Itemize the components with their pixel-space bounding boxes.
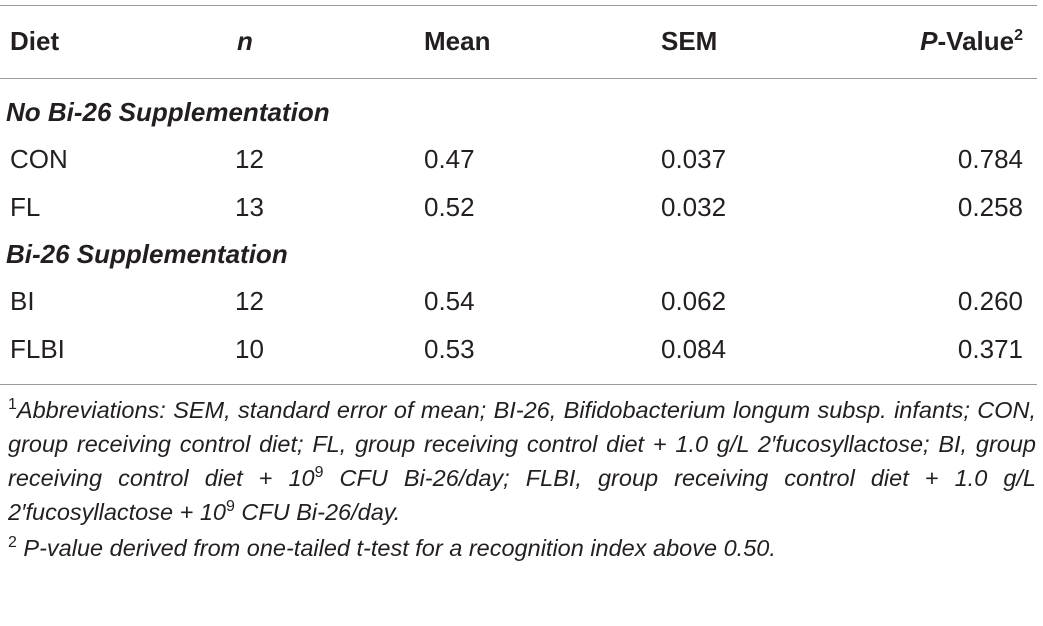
- table-header-rule: [0, 78, 1037, 79]
- table-header-row: Diet n Mean SEM P-Value2: [0, 21, 1037, 61]
- table-row: FL 13 0.52 0.032 0.258: [0, 187, 1037, 227]
- cell-mean: 0.53: [424, 334, 475, 364]
- header-sem: SEM: [661, 26, 718, 56]
- cell-mean: 0.52: [424, 192, 475, 222]
- header-p-italic: P: [920, 26, 938, 56]
- cell-p-value: 0.258: [957, 192, 1023, 222]
- header-p-value: P-Value2: [920, 21, 1023, 61]
- table-footnotes: 1Abbreviations: SEM, standard error of m…: [8, 393, 1036, 565]
- footnote-1-exponent-a: 9: [314, 464, 324, 481]
- cell-mean: 0.47: [424, 144, 475, 174]
- table-top-rule: [0, 5, 1037, 6]
- section-title-no-bi26: No Bi-26 Supplementation: [6, 97, 330, 127]
- footnote-1-text-c: CFU Bi-26/day.: [234, 499, 401, 525]
- cell-n: 12: [235, 144, 264, 174]
- section-title-bi26: Bi-26 Supplementation: [6, 239, 288, 269]
- table-row: BI 12 0.54 0.062 0.260: [0, 281, 1037, 321]
- cell-sem: 0.084: [661, 334, 727, 364]
- header-p-rest: -Value: [937, 26, 1015, 56]
- header-mean: Mean: [424, 26, 491, 56]
- cell-diet: BI: [10, 286, 35, 316]
- cell-sem: 0.037: [661, 144, 727, 174]
- footnote-2: 2 P-value derived from one-tailed t-test…: [8, 531, 1036, 565]
- cell-n: 12: [235, 286, 264, 316]
- header-n: n: [237, 26, 253, 56]
- cell-p-value: 0.260: [957, 286, 1023, 316]
- cell-n: 13: [235, 192, 264, 222]
- cell-sem: 0.032: [661, 192, 727, 222]
- cell-p-value: 0.371: [957, 334, 1023, 364]
- footnote-2-mark: 2: [8, 534, 17, 551]
- footnote-1-exponent-b: 9: [226, 498, 235, 515]
- cell-diet: FL: [10, 192, 41, 222]
- footnote-1: 1Abbreviations: SEM, standard error of m…: [8, 393, 1036, 529]
- table-row: CON 12 0.47 0.037 0.784: [0, 139, 1037, 179]
- footnote-2-text: P-value derived from one-tailed t-test f…: [16, 535, 776, 561]
- table-row: FLBI 10 0.53 0.084 0.371: [0, 329, 1037, 369]
- cell-n: 10: [235, 334, 264, 364]
- cell-mean: 0.54: [424, 286, 475, 316]
- cell-p-value: 0.784: [957, 144, 1023, 174]
- cell-sem: 0.062: [661, 286, 727, 316]
- footnote-1-mark: 1: [8, 396, 17, 413]
- table-bottom-rule: [0, 384, 1037, 385]
- header-p-footnote-mark: 2: [1014, 27, 1023, 44]
- header-diet: Diet: [10, 26, 60, 56]
- cell-diet: FLBI: [10, 334, 65, 364]
- footnote-1-text-b: CFU Bi-26/day; FLBI, group receiving con…: [8, 465, 1036, 525]
- cell-diet: CON: [10, 144, 68, 174]
- footnote-1-text-a: Abbreviations: SEM, standard error of me…: [8, 397, 1036, 491]
